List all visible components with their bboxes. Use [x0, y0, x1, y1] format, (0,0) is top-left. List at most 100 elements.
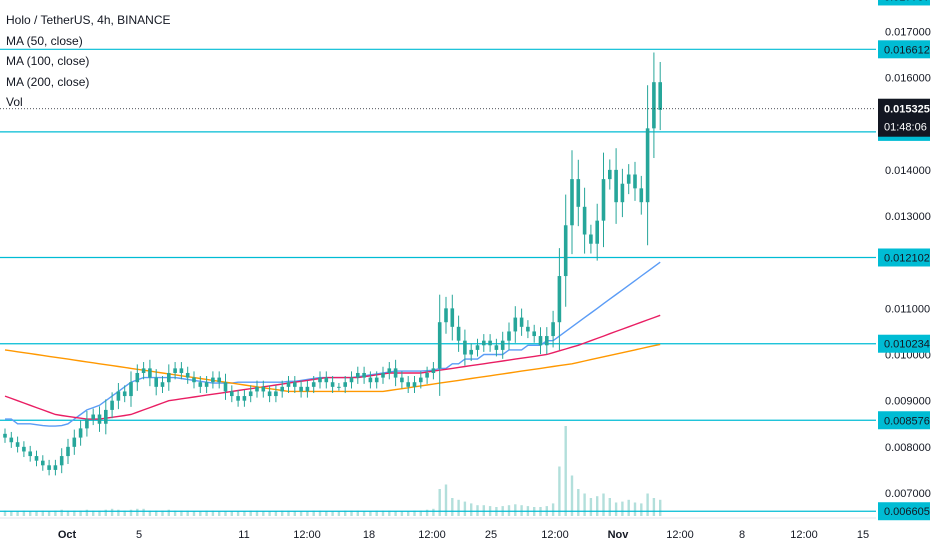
candle — [179, 362, 184, 380]
candle-body — [557, 276, 562, 323]
candle-body — [154, 377, 158, 387]
legend-ma200[interactable]: MA (200, close) — [6, 74, 90, 89]
candle — [236, 390, 240, 407]
candle-body — [223, 382, 228, 392]
volume-bar — [551, 503, 555, 516]
time-axis-label: 12:00 — [293, 529, 321, 541]
volume-bar — [186, 510, 189, 516]
price-axis[interactable]: 0.017000 0.016000 0.014000 0.013000 0.011000… — [885, 26, 931, 500]
volume-bar — [35, 511, 38, 516]
candle — [362, 366, 366, 384]
candle — [311, 376, 316, 394]
volume-bar — [136, 508, 139, 516]
time-axis-label: 15 — [857, 529, 869, 541]
legend-ma100[interactable]: MA (100, close) — [6, 54, 90, 68]
time-axis-label: 18 — [363, 529, 375, 541]
candlesticks — [3, 52, 662, 476]
candle-body — [393, 368, 398, 378]
candle-body — [324, 377, 329, 383]
volume-bar — [646, 493, 649, 516]
candle — [318, 371, 322, 389]
level-badge: 0.008576 — [878, 411, 930, 430]
candle-body — [337, 386, 341, 388]
candle — [393, 359, 398, 387]
candle-body — [431, 368, 436, 373]
candle — [248, 385, 253, 403]
candle-body — [34, 456, 39, 461]
candle-body — [519, 317, 524, 327]
volume-bar — [255, 510, 259, 516]
volume-bar — [155, 510, 158, 516]
candle-body — [368, 377, 373, 383]
level-badge-text: 0.012102 — [884, 252, 930, 264]
volume-bar — [16, 511, 19, 516]
candle-body — [66, 446, 70, 457]
volume-bar — [596, 496, 599, 516]
candle-body — [626, 174, 631, 184]
candle — [173, 362, 177, 380]
candle-body — [419, 377, 423, 383]
volume-bar — [161, 510, 164, 516]
time-axis-label: 12:00 — [790, 529, 818, 541]
volume-bar — [192, 511, 196, 516]
candle — [595, 203, 599, 261]
volume-bar — [79, 510, 82, 516]
candle — [267, 385, 272, 403]
indicator-legend: Holo / TetherUS, 4h, BINANCE MA (50, clo… — [6, 10, 171, 113]
legend-volume[interactable]: Vol — [6, 95, 23, 109]
time-axis[interactable]: Oct 5 11 12:00 18 12:00 25 12:00 Nov 12:00 8 12:00 1… — [58, 529, 869, 541]
candle — [72, 429, 77, 455]
volume-bar — [142, 508, 145, 516]
candle — [255, 380, 259, 398]
candle — [645, 85, 650, 246]
candle — [160, 376, 165, 394]
legend-ma50[interactable]: MA (50, close) — [6, 33, 83, 48]
candle — [626, 164, 631, 195]
level-badge-bg — [878, 411, 930, 430]
horizontal-levels — [0, 48, 876, 512]
candle — [192, 371, 196, 389]
candle — [148, 359, 152, 387]
candle-body — [362, 372, 366, 378]
candle — [53, 459, 58, 476]
candle — [374, 371, 379, 389]
candle-body — [330, 382, 335, 387]
candle — [116, 383, 121, 410]
candle-body — [116, 391, 121, 401]
candle — [507, 322, 511, 350]
candle-body — [381, 372, 385, 378]
candle — [154, 369, 158, 396]
candle-body — [463, 340, 467, 355]
candle — [614, 148, 618, 224]
candle-body — [280, 386, 284, 392]
volume-bar — [444, 484, 448, 516]
volume-bar — [514, 504, 517, 516]
volume-bar — [123, 510, 126, 516]
candle — [85, 410, 89, 437]
candle-body — [387, 368, 392, 373]
price-axis-label: 0.017000 — [885, 26, 931, 38]
candle-body — [582, 206, 587, 235]
volume-bar — [470, 503, 473, 516]
candle-body — [293, 382, 297, 387]
volume-bar — [306, 511, 309, 516]
candle — [41, 455, 45, 471]
level-badge: 0.012102 — [878, 248, 930, 267]
candle-body — [299, 386, 303, 392]
candle-body — [274, 391, 278, 397]
volume-bar — [659, 499, 662, 516]
volume-bar — [268, 511, 271, 516]
candle-body — [9, 437, 14, 443]
candle — [135, 364, 140, 391]
volume-bar — [218, 511, 221, 516]
volume-bar — [482, 505, 485, 516]
volume-bar — [627, 499, 630, 516]
candle-body — [261, 386, 266, 392]
volume-bar — [110, 508, 114, 516]
symbol-title[interactable]: Holo / TetherUS, 4h, BINANCE — [6, 13, 171, 27]
candle-body — [160, 382, 165, 387]
candle-body — [551, 322, 555, 337]
candle-body — [211, 377, 215, 383]
volume-bar — [375, 510, 378, 516]
